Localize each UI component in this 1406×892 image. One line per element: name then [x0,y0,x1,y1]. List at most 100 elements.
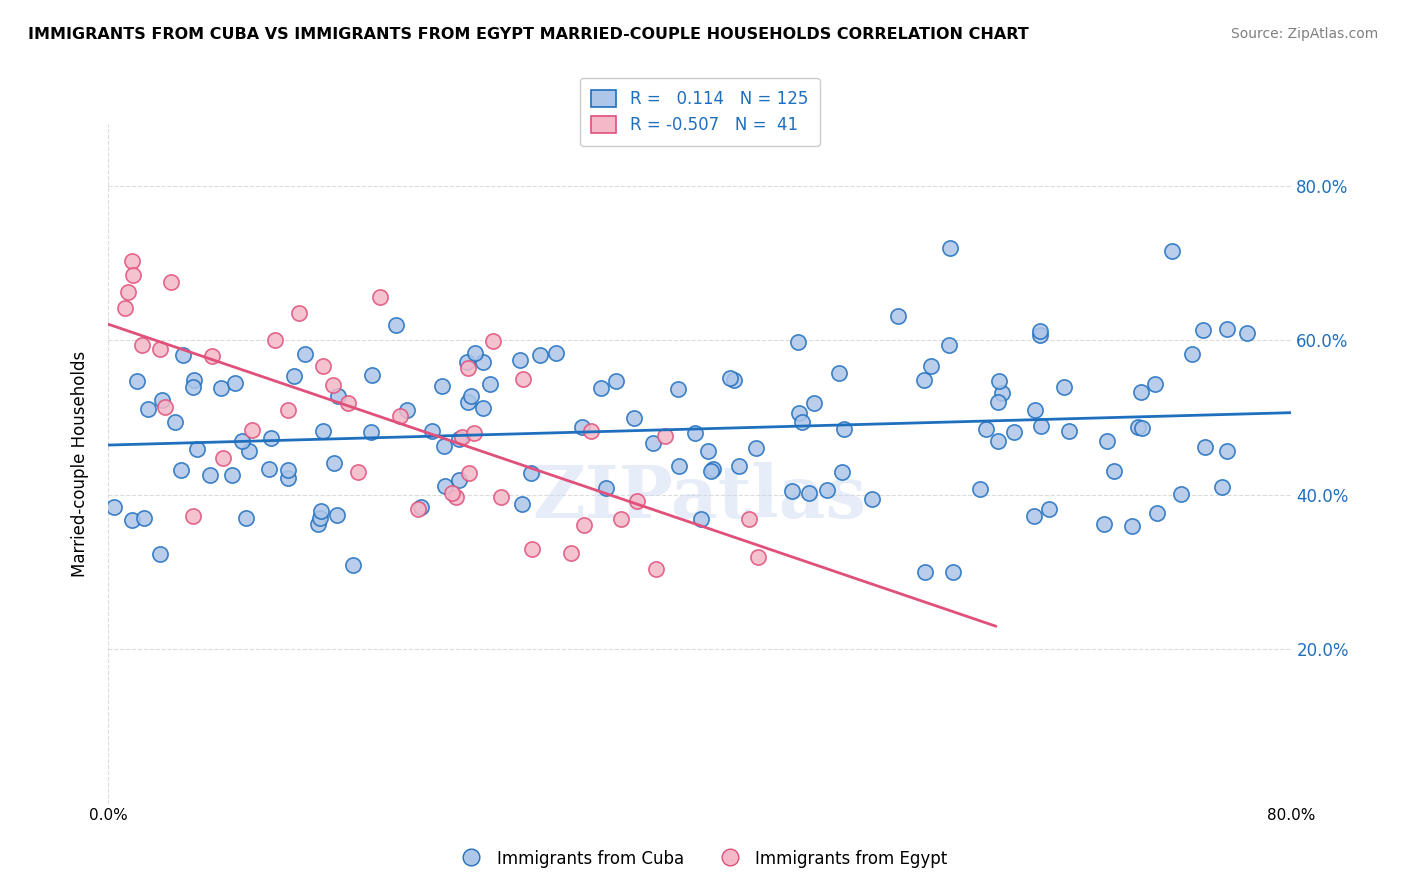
Point [447,432,470,446]
Point [342,558,364,572]
Point [294,346,316,360]
Point [347,465,370,479]
Point [683,426,706,441]
Point [121,268,143,283]
Point [787,406,810,420]
Point [212,450,235,465]
Point [312,359,335,373]
Point [790,415,813,429]
Point [519,467,541,481]
Point [912,373,935,387]
Text: ZIPatlas: ZIPatlas [533,462,866,533]
Point [287,306,309,320]
Point [591,381,613,395]
Point [939,241,962,255]
Point [1024,402,1046,417]
Point [257,461,280,475]
Point [283,368,305,383]
Point [209,381,232,395]
Point [149,342,172,356]
Point [114,301,136,315]
Point [472,401,495,415]
Point [444,490,467,504]
Point [623,410,645,425]
Point [163,415,186,429]
Point [458,466,481,480]
Point [626,493,648,508]
Point [1181,347,1204,361]
Point [150,392,173,407]
Point [815,483,838,497]
Point [170,462,193,476]
Point [221,468,243,483]
Point [969,482,991,496]
Point [797,485,820,500]
Point [1211,480,1233,494]
Point [1236,326,1258,341]
Point [644,562,666,576]
Point [231,434,253,449]
Point [666,382,689,396]
Legend: R =   0.114   N = 125, R = -0.507   N =  41: R = 0.114 N = 125, R = -0.507 N = 41 [579,78,820,146]
Point [277,463,299,477]
Point [491,491,513,505]
Point [654,429,676,443]
Point [134,511,156,525]
Point [581,424,603,438]
Point [224,376,246,390]
Point [186,442,208,456]
Point [326,508,349,523]
Point [862,491,884,506]
Point [478,376,501,391]
Point [238,443,260,458]
Point [744,441,766,455]
Point [1121,519,1143,533]
Point [529,348,551,362]
Point [509,352,531,367]
Point [718,371,741,385]
Point [832,422,855,436]
Point [747,550,769,565]
Point [1022,508,1045,523]
Point [974,422,997,436]
Point [987,434,1010,448]
Point [121,513,143,527]
Point [1130,421,1153,435]
Point [920,359,942,373]
Point [1216,321,1239,335]
Point [803,396,825,410]
Text: Source: ZipAtlas.com: Source: ZipAtlas.com [1230,27,1378,41]
Point [1146,506,1168,520]
Point [235,511,257,525]
Point [697,443,720,458]
Point [395,402,418,417]
Point [1038,502,1060,516]
Point [121,254,143,268]
Point [942,565,965,579]
Point [127,375,149,389]
Point [457,395,479,409]
Point [668,458,690,473]
Point [181,508,204,523]
Point [183,373,205,387]
Point [1126,419,1149,434]
Point [780,484,803,499]
Point [690,512,713,526]
Point [510,498,533,512]
Point [609,512,631,526]
Point [103,500,125,514]
Point [1192,323,1215,337]
Point [738,511,761,525]
Point [512,372,534,386]
Point [914,565,936,579]
Point [307,516,329,531]
Point [886,309,908,323]
Point [322,377,344,392]
Point [198,467,221,482]
Point [368,290,391,304]
Point [183,380,205,394]
Point [595,481,617,495]
Point [433,439,456,453]
Point [1102,464,1125,478]
Point [420,424,443,438]
